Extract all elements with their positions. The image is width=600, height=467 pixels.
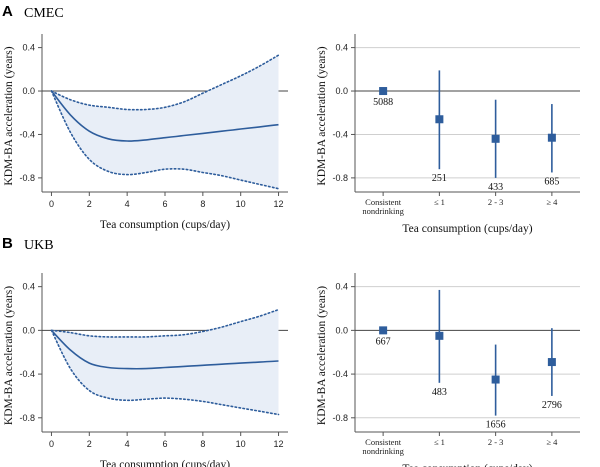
x-tick-label: Consistent	[365, 197, 402, 207]
sample-size-label: 685	[544, 176, 559, 187]
y-tick-label: 0.0	[335, 86, 348, 96]
point-marker	[491, 375, 500, 384]
x-tick-label: 10	[236, 199, 246, 209]
panel-letter-a: A	[2, 3, 13, 20]
point-marker	[379, 326, 388, 335]
chart-a-spline: 0.4 0.0 -0.4 -0.8 KDM-BA acceleration (years…	[3, 34, 288, 231]
x-tick-label: ≥ 4	[546, 197, 558, 207]
y-tick-label: -0.4	[332, 129, 348, 139]
x-tick-label: 8	[200, 199, 205, 209]
x-tick-label: 4	[125, 439, 130, 449]
cohort-label-a: CMEC	[24, 6, 64, 21]
x-tick-label: 0	[49, 439, 54, 449]
sample-size-label: 2796	[542, 400, 562, 411]
y-axis-title: KDM-BA acceleration (years)	[316, 46, 328, 185]
x-tick-label: 10	[236, 439, 246, 449]
sample-size-label: 433	[488, 182, 503, 193]
y-tick-label: 0.0	[22, 325, 35, 335]
lower-ci-line	[50, 329, 280, 416]
x-tick-label: 6	[162, 439, 167, 449]
y-tick-label: -0.8	[19, 173, 35, 183]
sample-size-label: 667	[376, 336, 391, 347]
x-axis-title: Tea consumption (cups/day)	[100, 219, 230, 231]
sample-size-label: 1656	[486, 420, 506, 431]
y-tick-label: 0.4	[22, 43, 35, 53]
y-tick-label: 0.4	[335, 282, 348, 292]
y-tick-label: 0.4	[335, 43, 348, 53]
x-axis-title: Tea consumption (cups/day)	[402, 223, 532, 235]
cohort-label-b: UKB	[24, 238, 54, 253]
x-tick-label: 4	[125, 199, 130, 209]
x-axis-title: Tea consumption (cups/day)	[100, 459, 230, 467]
x-tick-label: 0	[49, 199, 54, 209]
x-tick-label: nondrinking	[362, 206, 404, 216]
x-tick-label: 2	[87, 199, 92, 209]
y-axis-title: KDM-BA acceleration (years)	[316, 286, 328, 425]
confidence-band	[51, 55, 279, 189]
point-marker	[435, 331, 444, 340]
point-marker	[435, 115, 444, 124]
panel-letter-b: B	[2, 235, 13, 252]
chart-b-spline: 0.4 0.0 -0.4 -0.8 KDM-BA acceleration (years…	[3, 273, 288, 467]
y-tick-label: -0.8	[19, 413, 35, 423]
y-tick-label: -0.8	[332, 173, 348, 183]
x-tick-label: 2 - 3	[488, 437, 504, 447]
point-marker	[491, 134, 500, 143]
x-tick-label: ≥ 4	[546, 437, 558, 447]
x-tick-label: 8	[200, 439, 205, 449]
upper-ci-line	[50, 308, 280, 338]
x-tick-label: nondrinking	[362, 446, 404, 456]
y-tick-label: 0.4	[22, 282, 35, 292]
y-tick-label: -0.8	[332, 413, 348, 423]
sample-size-label: 5088	[373, 97, 393, 108]
y-tick-label: -0.4	[332, 369, 348, 379]
estimate-line	[50, 90, 279, 142]
x-tick-label: 2	[87, 439, 92, 449]
estimate-line	[50, 329, 279, 370]
confidence-band	[51, 309, 279, 415]
x-tick-label: 12	[274, 439, 284, 449]
upper-ci-line	[50, 54, 280, 111]
lower-ci-line	[50, 90, 280, 190]
x-tick-label: 12	[274, 199, 284, 209]
point-marker	[379, 87, 388, 96]
y-tick-label: -0.4	[19, 129, 35, 139]
y-axis-title: KDM-BA acceleration (years)	[3, 286, 15, 425]
x-tick-label: 2 - 3	[488, 197, 504, 207]
chart-a-categories: 0.4 0.0 -0.4 -0.8 KDM-BA acceleration (years…	[316, 34, 580, 235]
y-axis-title: KDM-BA acceleration (years)	[3, 46, 15, 185]
x-axis-title: Tea consumption (cups/day)	[402, 463, 532, 467]
point-marker	[547, 358, 556, 367]
x-tick-label: ≤ 1	[434, 197, 445, 207]
y-tick-label: 0.0	[335, 325, 348, 335]
y-tick-label: 0.0	[22, 86, 35, 96]
x-tick-label: Consistent	[365, 437, 402, 447]
point-marker	[547, 133, 556, 142]
y-tick-label: -0.4	[19, 369, 35, 379]
chart-b-categories: 0.4 0.0 -0.4 -0.8 KDM-BA acceleration (years…	[316, 273, 580, 467]
sample-size-label: 251	[432, 173, 447, 184]
x-tick-label: 6	[162, 199, 167, 209]
x-tick-label: ≤ 1	[434, 437, 445, 447]
sample-size-label: 483	[432, 387, 447, 398]
